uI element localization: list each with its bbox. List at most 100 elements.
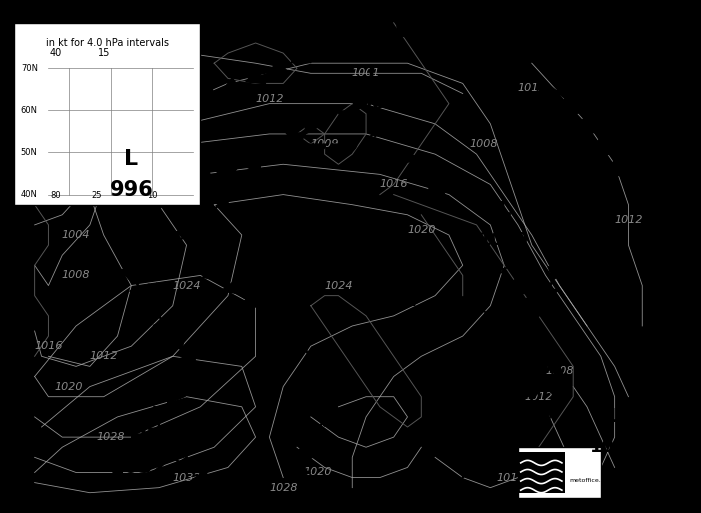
Wedge shape xyxy=(515,66,537,80)
Polygon shape xyxy=(548,168,566,181)
Wedge shape xyxy=(392,150,416,163)
Polygon shape xyxy=(504,326,522,340)
Text: L: L xyxy=(498,200,510,219)
Wedge shape xyxy=(192,214,209,229)
Text: L: L xyxy=(124,149,138,169)
Polygon shape xyxy=(221,280,239,294)
Polygon shape xyxy=(130,284,149,299)
Polygon shape xyxy=(496,382,515,394)
Text: 80: 80 xyxy=(50,191,61,200)
Polygon shape xyxy=(472,84,489,97)
Polygon shape xyxy=(461,458,480,471)
Polygon shape xyxy=(522,368,542,380)
Wedge shape xyxy=(512,278,526,293)
Polygon shape xyxy=(302,357,322,369)
Text: 1004: 1004 xyxy=(62,230,90,240)
Polygon shape xyxy=(105,113,125,128)
Polygon shape xyxy=(332,24,350,38)
Polygon shape xyxy=(314,415,335,426)
Text: 996: 996 xyxy=(109,180,154,200)
Text: 997: 997 xyxy=(137,245,181,265)
Wedge shape xyxy=(259,145,278,159)
FancyBboxPatch shape xyxy=(519,452,565,492)
Polygon shape xyxy=(435,53,454,67)
FancyBboxPatch shape xyxy=(14,23,200,205)
Text: 1020: 1020 xyxy=(407,225,435,235)
Text: 1028: 1028 xyxy=(96,432,125,442)
Text: 1005: 1005 xyxy=(534,120,585,138)
Text: L: L xyxy=(374,418,386,437)
Wedge shape xyxy=(301,144,326,153)
Wedge shape xyxy=(397,24,421,36)
Text: in kt for 4.0 hPa intervals: in kt for 4.0 hPa intervals xyxy=(46,38,169,48)
Text: 1001: 1001 xyxy=(352,68,381,78)
Polygon shape xyxy=(198,86,217,102)
Polygon shape xyxy=(313,37,332,52)
Wedge shape xyxy=(224,179,241,193)
Polygon shape xyxy=(122,101,142,116)
Polygon shape xyxy=(269,60,290,73)
Wedge shape xyxy=(161,183,184,198)
Wedge shape xyxy=(562,98,583,113)
Text: 1008: 1008 xyxy=(469,139,498,149)
Text: 1008: 1008 xyxy=(545,366,573,377)
Text: 1012: 1012 xyxy=(255,93,284,104)
Polygon shape xyxy=(147,95,165,111)
Polygon shape xyxy=(522,388,542,400)
Polygon shape xyxy=(396,25,414,38)
Polygon shape xyxy=(148,428,170,440)
Wedge shape xyxy=(415,162,436,177)
Text: 1001: 1001 xyxy=(348,94,398,113)
Text: 25: 25 xyxy=(92,191,102,200)
Polygon shape xyxy=(504,362,524,376)
Polygon shape xyxy=(299,449,319,462)
Wedge shape xyxy=(611,159,629,176)
Polygon shape xyxy=(210,194,228,209)
Text: 15: 15 xyxy=(97,48,110,58)
Wedge shape xyxy=(428,31,451,44)
Wedge shape xyxy=(271,147,295,158)
Text: 1012: 1012 xyxy=(614,215,643,225)
Wedge shape xyxy=(543,400,558,416)
Text: 40: 40 xyxy=(49,48,62,58)
Wedge shape xyxy=(581,115,599,133)
Polygon shape xyxy=(311,374,330,388)
Polygon shape xyxy=(514,347,533,360)
Wedge shape xyxy=(305,120,325,132)
Polygon shape xyxy=(518,134,535,148)
Polygon shape xyxy=(478,420,498,433)
Polygon shape xyxy=(175,229,195,243)
Polygon shape xyxy=(533,151,550,165)
Polygon shape xyxy=(136,230,156,245)
Polygon shape xyxy=(336,110,356,125)
Polygon shape xyxy=(291,467,311,480)
Wedge shape xyxy=(521,298,536,314)
Polygon shape xyxy=(121,270,142,282)
Text: 1020: 1020 xyxy=(55,382,83,391)
Text: 1016: 1016 xyxy=(34,89,62,98)
Text: 1024: 1024 xyxy=(324,281,353,290)
Polygon shape xyxy=(165,336,184,350)
Wedge shape xyxy=(458,42,482,55)
Polygon shape xyxy=(487,101,505,114)
Wedge shape xyxy=(538,81,559,96)
Text: 1012: 1012 xyxy=(517,84,546,93)
Text: 40N: 40N xyxy=(21,190,38,199)
Wedge shape xyxy=(597,137,614,154)
Polygon shape xyxy=(470,439,489,452)
FancyBboxPatch shape xyxy=(518,447,601,498)
Text: 1010: 1010 xyxy=(479,231,529,249)
Polygon shape xyxy=(156,443,175,457)
Text: 1012: 1012 xyxy=(524,392,553,402)
Wedge shape xyxy=(486,52,510,67)
Polygon shape xyxy=(124,247,144,262)
Polygon shape xyxy=(548,267,568,280)
Text: L: L xyxy=(608,407,621,426)
Wedge shape xyxy=(530,318,545,334)
Polygon shape xyxy=(513,343,533,357)
Polygon shape xyxy=(177,352,196,367)
Wedge shape xyxy=(362,143,387,155)
Polygon shape xyxy=(222,78,243,92)
Text: metoffice.gov: metoffice.gov xyxy=(569,478,613,483)
Text: L: L xyxy=(367,64,379,83)
